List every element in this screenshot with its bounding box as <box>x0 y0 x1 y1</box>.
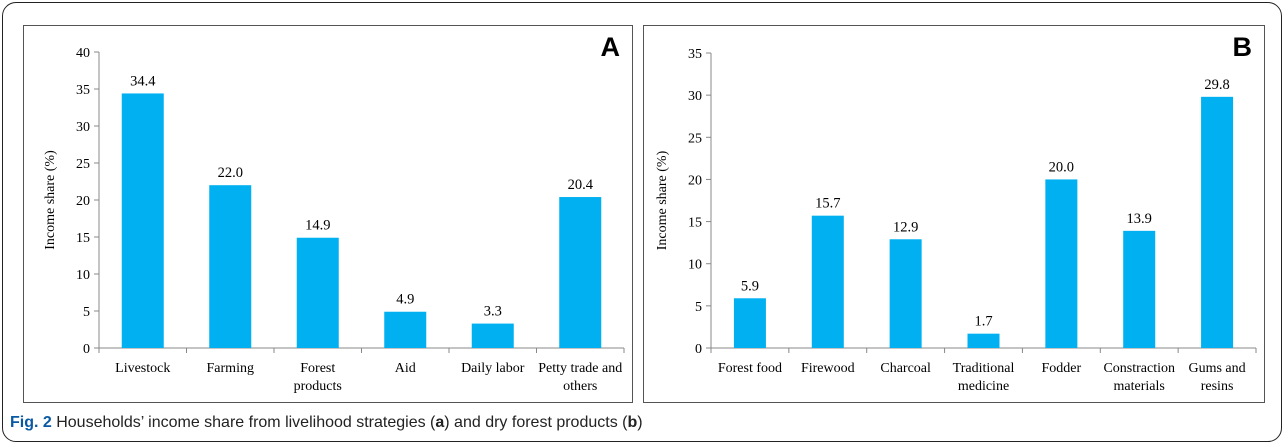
y-tick-label: 40 <box>76 46 90 61</box>
bar-chart-b: 0 5 10 15 20 25 30 35 5.9 Forest food 15.7 Firewood… <box>655 47 1257 394</box>
data-label: 22.0 <box>218 165 243 181</box>
x-tick-label: others <box>563 379 597 394</box>
data-label: 15.7 <box>815 196 840 212</box>
x-tick-label: Daily labor <box>461 361 525 376</box>
y-tick-label: 30 <box>76 120 90 135</box>
data-label: 29.8 <box>1204 77 1229 93</box>
bar <box>811 215 844 348</box>
y-tick-label: 20 <box>76 194 90 209</box>
x-tick-label: Forest food <box>718 361 782 376</box>
y-tick-label: 15 <box>76 231 90 246</box>
panel-label-b: B <box>1232 32 1253 62</box>
data-label: 20.0 <box>1049 159 1074 175</box>
chart-panel-b: 0 5 10 15 20 25 30 35 5.9 Forest food 15.7 Firewood… <box>643 25 1265 403</box>
bar-chart-a: 0 5 10 15 20 25 30 35 40 34.4 Livestock 22.0 Farming… <box>43 46 625 394</box>
data-label: 13.9 <box>1127 211 1152 227</box>
figure-frame: 0 5 10 15 20 25 30 35 40 34.4 Livestock 22.0 Farming… <box>2 2 1282 442</box>
bar <box>121 93 164 348</box>
bar <box>209 185 252 348</box>
x-tick-label: Livestock <box>115 361 170 376</box>
bar <box>384 311 427 348</box>
bar <box>733 298 766 348</box>
data-label: 14.9 <box>305 218 330 234</box>
y-tick-label: 10 <box>76 268 90 283</box>
bar <box>967 333 1000 348</box>
y-tick-label: 10 <box>688 258 702 273</box>
y-tick-label: 35 <box>688 47 702 62</box>
y-axis-title: Income share (%) <box>655 150 670 250</box>
x-tick-label: Aid <box>395 361 416 376</box>
y-tick-label: 5 <box>695 300 702 315</box>
x-tick-label: Traditional <box>953 361 1015 376</box>
x-tick-label: Farming <box>207 361 254 376</box>
bar <box>1045 179 1078 348</box>
y-tick-label: 5 <box>83 305 90 320</box>
bar <box>559 197 602 348</box>
bar <box>471 323 514 348</box>
y-axis-title: Income share (%) <box>43 150 58 250</box>
x-tick-label: materials <box>1114 379 1165 394</box>
x-tick-label: medicine <box>958 379 1009 394</box>
chart-panel-a: 0 5 10 15 20 25 30 35 40 34.4 Livestock 22.0 Farming… <box>23 25 633 403</box>
x-tick-label: Charcoal <box>880 361 931 376</box>
data-label: 1.7 <box>974 314 992 330</box>
y-tick-label: 15 <box>688 216 702 231</box>
caption-text-2: ) and dry forest products ( <box>444 414 628 431</box>
data-label: 12.9 <box>893 219 918 235</box>
x-tick-label: Gums and <box>1188 361 1245 376</box>
panel-label-a: A <box>600 32 621 62</box>
data-label: 3.3 <box>484 304 502 320</box>
caption-text-1: Households’ income share from livelihood… <box>51 414 436 431</box>
bar <box>1201 96 1234 348</box>
y-tick-label: 35 <box>76 83 90 98</box>
y-tick-label: 20 <box>688 173 702 188</box>
data-label: 4.9 <box>396 292 414 308</box>
y-tick-label: 25 <box>688 131 702 146</box>
figure-caption: Fig. 2 Households’ income share from liv… <box>10 414 643 432</box>
bar <box>296 237 339 348</box>
data-label: 20.4 <box>568 177 594 193</box>
y-tick-label: 30 <box>688 89 702 104</box>
y-tick-label: 25 <box>76 157 90 172</box>
caption-letter-a: a <box>435 414 445 431</box>
x-tick-label: products <box>294 379 342 394</box>
data-label: 5.9 <box>741 278 759 294</box>
x-tick-label: Constraction <box>1103 361 1175 376</box>
bar <box>1123 230 1156 348</box>
x-tick-label: Forest <box>300 361 335 376</box>
caption-figure-number: Fig. 2 <box>10 414 52 431</box>
bar <box>889 239 922 348</box>
y-tick-label: 0 <box>695 342 702 357</box>
x-tick-label: resins <box>1201 379 1234 394</box>
y-tick-label: 0 <box>83 342 90 357</box>
x-tick-label: Fodder <box>1042 361 1082 376</box>
data-label: 34.4 <box>130 73 156 89</box>
x-tick-label: Petty trade and <box>538 361 622 376</box>
caption-text-3: ) <box>637 414 643 431</box>
x-tick-label: Firewood <box>801 361 855 376</box>
caption-letter-b: b <box>627 414 638 431</box>
